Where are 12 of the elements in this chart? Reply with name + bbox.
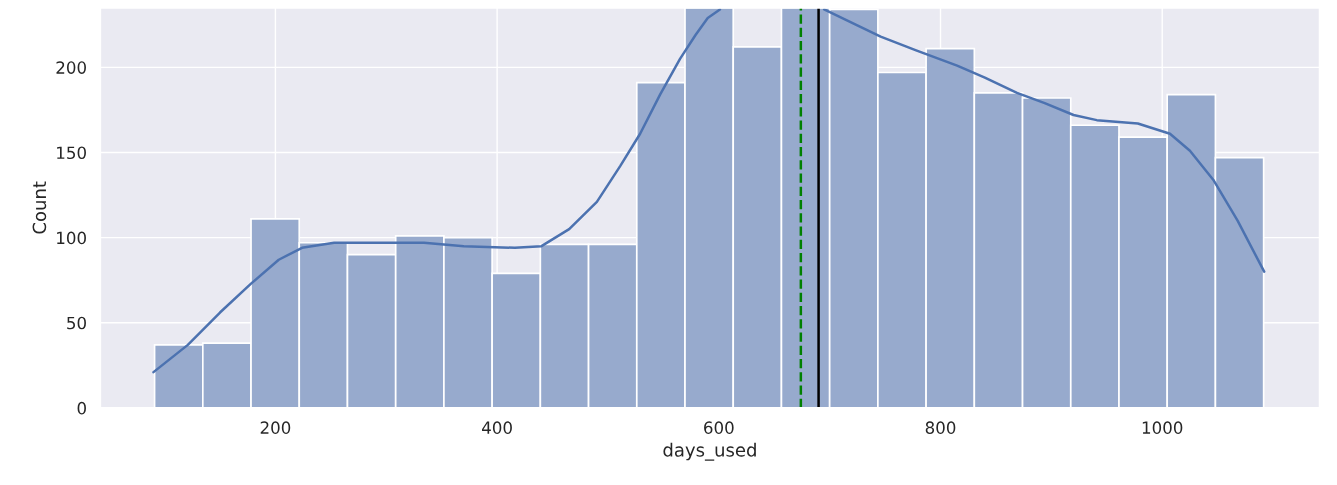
- x-tick-label: 600: [704, 421, 734, 434]
- y-axis-title: Count: [32, 181, 47, 234]
- x-tick-label: 800: [925, 421, 956, 434]
- y-tick-label: 50: [67, 316, 86, 330]
- y-tick-label: 0: [77, 401, 86, 415]
- y-tick-label: 200: [56, 61, 86, 74]
- x-tick-label: 200: [260, 421, 291, 434]
- y-tick-label: 150: [57, 146, 86, 160]
- y-tick-label: 100: [57, 231, 86, 245]
- x-axis-title: days_used: [663, 442, 756, 461]
- x-tick-label: 400: [482, 421, 512, 434]
- x-tick-label: 1000: [1142, 421, 1183, 434]
